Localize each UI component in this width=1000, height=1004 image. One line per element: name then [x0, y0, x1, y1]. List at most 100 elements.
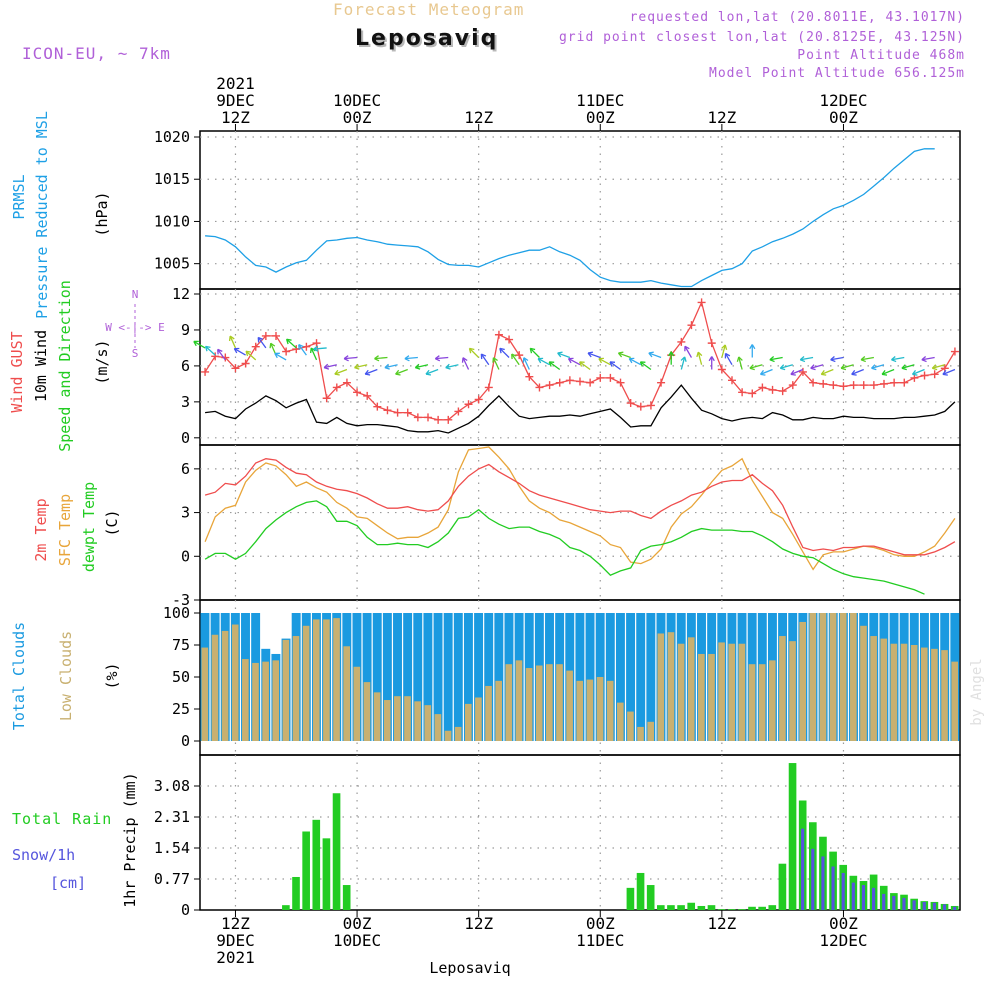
wind-direction-arrowhead	[708, 356, 715, 362]
rain-bar	[768, 905, 777, 910]
gust-point	[687, 321, 696, 330]
snow-bar	[932, 902, 936, 910]
clouds-ytick-label: 50	[172, 668, 190, 686]
wind-direction-arrowhead	[274, 352, 280, 359]
total-clouds-bar	[626, 613, 636, 741]
low-clouds-bar	[546, 664, 553, 741]
pressure-unit-label: (hPa)	[93, 191, 111, 236]
snow-bar	[902, 897, 906, 910]
low-clouds-bar	[951, 661, 958, 741]
rain-bar	[667, 905, 675, 910]
wind-direction-arrow	[942, 368, 956, 375]
wind-direction-arrowhead	[609, 361, 616, 367]
low-clouds-bar	[424, 705, 432, 741]
gust-point	[636, 402, 645, 411]
gust-point	[474, 395, 483, 404]
wind-direction-arrowhead	[871, 364, 877, 371]
low-clouds-bar	[373, 692, 381, 741]
total-clouds-bar	[585, 613, 595, 741]
wind-direction-arrowhead	[942, 369, 948, 376]
wind-direction-arrow	[697, 351, 703, 365]
bottom-time-label: 00Z	[343, 914, 372, 933]
top-time-label: 2021	[216, 74, 255, 93]
low-clouds-bar	[312, 619, 320, 741]
wind-direction-arrow	[780, 364, 793, 369]
wind-direction-arrowhead	[721, 344, 728, 350]
wind-direction-arrow	[298, 344, 307, 356]
total-clouds-bar	[372, 613, 382, 741]
total-clouds-bar	[474, 613, 484, 741]
gust-point	[586, 378, 595, 387]
total-clouds-bar	[382, 613, 392, 741]
bottom-time-label: 12DEC	[819, 931, 867, 950]
wind-direction-arrowhead	[736, 356, 743, 362]
gust-point	[251, 342, 260, 351]
wind-direction-arrowhead	[468, 347, 475, 354]
rain-bar	[717, 909, 726, 910]
precip-panel-frame	[199, 754, 961, 911]
wind-direction-arrowhead	[233, 347, 240, 354]
gust-point	[302, 342, 311, 351]
wind-direction-arrow	[229, 335, 237, 349]
snow-bar	[831, 866, 835, 910]
low-clouds-bar	[566, 670, 573, 741]
gust-point	[768, 385, 777, 394]
gust-point	[819, 379, 828, 388]
wind-direction-arrowhead	[285, 338, 292, 345]
gust-point	[403, 408, 412, 417]
low-clouds-bar	[758, 664, 766, 741]
temp-2m-label: 2m Temp	[32, 498, 50, 561]
wind-direction-arrowhead	[668, 351, 675, 357]
wind-direction-arrowhead	[537, 357, 544, 364]
wind-direction-arrow	[891, 356, 905, 361]
wind-direction-arrow	[334, 368, 348, 375]
gust-point	[494, 330, 503, 339]
low-clouds-bar	[698, 653, 705, 741]
gust-point	[728, 376, 736, 385]
wind-direction-arrow	[499, 347, 510, 358]
gust-point	[859, 381, 868, 390]
total-clouds-bar	[646, 613, 656, 741]
gust-point	[880, 379, 888, 388]
snow-label: Snow/1h	[12, 846, 75, 864]
wind-direction-arrow	[323, 364, 337, 369]
snow-bar	[882, 893, 886, 910]
wind-direction-arrowhead	[323, 363, 330, 370]
wind-direction-arrow	[548, 361, 561, 371]
rain-bar	[282, 905, 290, 910]
gust-point	[201, 367, 210, 376]
gust-point	[332, 383, 341, 392]
bottom-time-label: 00Z	[586, 914, 615, 933]
low-clouds-bar	[708, 653, 715, 741]
wind-direction-arrowhead	[724, 352, 731, 359]
low-clouds-bar	[444, 730, 452, 741]
wind-direction-arrowhead	[684, 345, 690, 352]
snow-bar	[942, 904, 947, 910]
top-time-label: 11DEC	[576, 91, 624, 110]
wind-direction-arrow	[769, 356, 783, 361]
low-clouds-bar	[809, 613, 817, 741]
top-time-label: 9DEC	[216, 91, 255, 110]
total-clouds-bar	[413, 613, 423, 741]
precip-ytick-label: 3.08	[154, 777, 190, 795]
wind-direction-arrow	[384, 364, 398, 369]
wind-direction-arrow	[234, 348, 246, 356]
wind-direction-arrowhead	[860, 356, 866, 363]
low-clouds-bar	[931, 648, 938, 741]
wind-direction-arrowhead	[461, 357, 468, 363]
low-clouds-bar	[829, 613, 837, 741]
wind-ytick-label: 3	[181, 393, 190, 411]
rain-bar	[788, 763, 797, 910]
wind-direction-arrow	[425, 368, 439, 375]
low-clouds-bar	[779, 636, 786, 741]
wind-direction-arrowhead	[901, 364, 907, 371]
wind-direction-arrowhead	[269, 342, 276, 349]
gust-point	[657, 378, 666, 387]
wind-direction-arrowhead	[557, 351, 563, 358]
low-clouds-bar	[464, 703, 472, 741]
wind-direction-arrowhead	[680, 356, 687, 362]
gust-point	[282, 347, 291, 356]
wind-direction-arrow	[724, 353, 733, 366]
low-clouds-bar	[738, 643, 746, 741]
